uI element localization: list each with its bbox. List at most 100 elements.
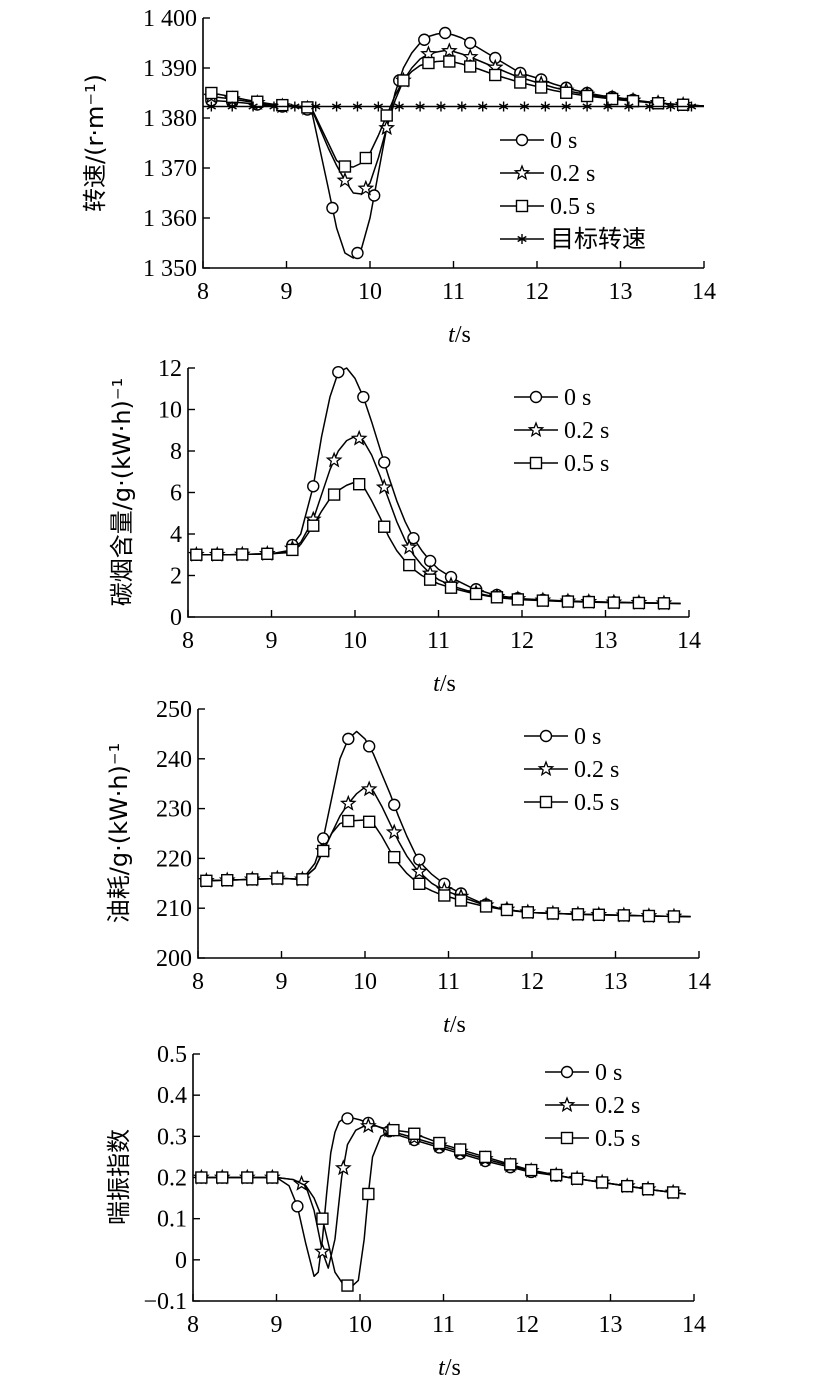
- x-tick-label: 8: [182, 628, 194, 654]
- data-point: [443, 55, 456, 68]
- data-point: [367, 189, 381, 202]
- data-point: [560, 86, 573, 99]
- y-tick-label: 0: [175, 1248, 187, 1274]
- series-line: [196, 481, 681, 605]
- data-point: [296, 873, 309, 886]
- series-3: [205, 55, 705, 173]
- legend-label: 目标转速: [550, 225, 646, 253]
- data-point: [357, 179, 375, 196]
- data-point: [641, 1183, 655, 1196]
- x-tick-label: 11: [437, 969, 460, 995]
- series-line: [211, 49, 705, 195]
- x-tick-label: 14: [677, 628, 701, 654]
- data-point: [266, 1171, 279, 1184]
- data-point: [311, 101, 321, 112]
- data-point: [375, 478, 393, 495]
- y-tick-label: 6: [170, 481, 182, 507]
- data-point: [621, 1179, 634, 1193]
- data-point: [624, 101, 634, 112]
- data-point: [241, 1171, 254, 1184]
- data-point: [332, 365, 345, 379]
- data-point: [651, 97, 665, 110]
- x-tick-label: 10: [358, 279, 382, 305]
- legend: 0 s 0.2 s 0.5 s: [514, 385, 609, 477]
- data-point: [413, 877, 426, 890]
- x-tick-label: 8: [187, 1312, 199, 1338]
- data-point: [436, 101, 446, 112]
- data-point: [686, 101, 697, 112]
- y-tick-label: 1 390: [143, 56, 197, 82]
- legend: 0 s 0.2 s 0.5 s: [524, 724, 619, 816]
- data-point: [387, 1123, 400, 1137]
- legend-marker: [560, 1065, 574, 1079]
- data-point: [667, 910, 681, 923]
- data-point: [200, 874, 213, 888]
- data-point: [457, 101, 467, 112]
- data-point: [524, 1163, 538, 1177]
- data-point: [498, 101, 509, 112]
- data-point: [385, 823, 403, 840]
- data-point: [511, 593, 525, 606]
- x-tick-label: 13: [604, 969, 628, 995]
- data-point: [276, 98, 289, 112]
- data-point: [378, 520, 391, 533]
- data-point: [362, 815, 376, 828]
- data-point: [454, 1143, 467, 1156]
- x-tick-label: 13: [594, 628, 618, 654]
- x-tick-label: 14: [687, 969, 711, 995]
- x-tick-label: 10: [353, 969, 377, 995]
- x-tick-label: 11: [432, 1312, 455, 1338]
- data-point: [338, 160, 352, 173]
- data-point: [334, 1159, 352, 1176]
- data-point: [326, 201, 339, 215]
- data-point: [571, 908, 585, 921]
- y-tick-label: 0.2: [157, 1166, 187, 1192]
- data-point: [546, 907, 560, 920]
- x-tick-label: 12: [525, 279, 549, 305]
- data-point: [645, 101, 655, 112]
- x-tick-label: 9: [281, 279, 293, 305]
- y-tick-label: 0.3: [157, 1124, 187, 1150]
- y-tick-label: 250: [156, 697, 192, 723]
- data-point: [514, 76, 527, 89]
- y-tick-label: −0.1: [143, 1289, 187, 1315]
- data-point: [632, 596, 646, 610]
- y-tick-label: 0.4: [157, 1083, 187, 1109]
- data-point: [227, 101, 237, 112]
- data-point: [226, 90, 239, 104]
- data-point: [410, 862, 428, 879]
- data-point: [216, 1171, 229, 1184]
- data-point: [580, 89, 594, 103]
- data-point: [351, 246, 364, 260]
- x-axis-label-unit: /s: [455, 322, 471, 348]
- data-point: [403, 558, 416, 572]
- data-point: [380, 109, 393, 122]
- x-axis-label-unit: /s: [445, 1355, 461, 1381]
- legend-label: 0.5 s: [564, 451, 609, 477]
- data-point: [352, 101, 363, 112]
- x-tick-label: 8: [197, 279, 209, 305]
- legend-marker: [537, 760, 555, 777]
- data-point: [359, 151, 373, 165]
- y-axis-label: 油耗/g·(kW·h)⁻¹: [105, 743, 133, 923]
- y-tick-label: 0.1: [157, 1207, 187, 1233]
- x-axis-label: t/s: [438, 1355, 461, 1381]
- data-point: [400, 538, 418, 555]
- data-point: [261, 547, 274, 561]
- series-line: [201, 1129, 686, 1288]
- data-point: [388, 798, 401, 812]
- data-point: [469, 587, 483, 601]
- data-point: [248, 101, 258, 112]
- data-point: [307, 480, 320, 493]
- series-4: [203, 101, 704, 112]
- data-point: [352, 478, 366, 491]
- y-tick-label: 1 350: [143, 256, 197, 282]
- legend-label: 0 s: [564, 385, 591, 411]
- data-point: [388, 850, 401, 864]
- x-axis-label: t/s: [448, 322, 471, 348]
- y-axis-label: 碳烟含量/g·(kW·h)⁻¹: [108, 378, 136, 606]
- data-point: [190, 548, 203, 561]
- data-point: [357, 390, 370, 404]
- data-point: [657, 597, 671, 610]
- legend-marker: [529, 390, 543, 404]
